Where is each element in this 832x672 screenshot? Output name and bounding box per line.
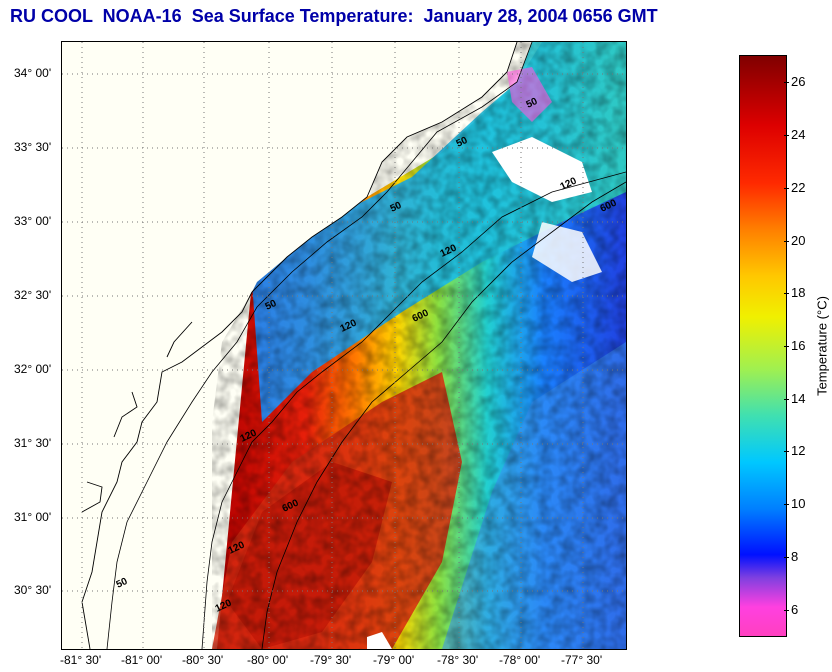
latitude-label: 31° 30' — [14, 436, 52, 450]
colorbar-tick — [784, 504, 789, 506]
isobath-label: 50 — [455, 135, 470, 150]
colorbar-tick — [784, 82, 789, 84]
isobath-label: 50 — [525, 96, 540, 111]
longitude-label: -81° 00' — [121, 653, 163, 667]
colorbar-tick-label: 6 — [791, 601, 799, 617]
longitude-label: -78° 00' — [499, 653, 541, 667]
temperature-colorbar — [739, 55, 787, 637]
longitude-label: -81° 30' — [60, 653, 102, 667]
colorbar-tick-label: 18 — [791, 285, 806, 301]
longitude-label: -77° 30' — [561, 653, 603, 667]
colorbar-tick-label: 24 — [791, 127, 806, 143]
latitude-label: 30° 30' — [14, 583, 52, 597]
colorbar-title: Temperature (°C) — [814, 296, 830, 396]
colorbar-tick-label: 12 — [791, 443, 806, 459]
colorbar-tick-label: 14 — [791, 390, 806, 406]
colorbar-tick-label: 10 — [791, 496, 806, 512]
colorbar-tick — [784, 556, 789, 558]
isobath-contours — [106, 42, 626, 649]
latitude-label: 33° 30' — [14, 140, 52, 154]
longitude-label: -80° 30' — [182, 653, 224, 667]
coastline — [81, 42, 518, 649]
colorbar-tick — [784, 451, 789, 453]
colorbar-tick — [784, 187, 789, 189]
latitude-label: 34° 00' — [14, 66, 52, 80]
colorbar-tick-label: 22 — [791, 179, 806, 195]
isobath-label: 50 — [389, 200, 404, 215]
longitude-label: -79° 30' — [310, 653, 352, 667]
longitude-label: -80° 00' — [247, 653, 289, 667]
colorbar-gradient — [740, 56, 786, 636]
graticule — [62, 42, 626, 649]
map-title: RU COOL NOAA-16 Sea Surface Temperature:… — [10, 6, 658, 26]
colorbar-tick — [784, 346, 789, 347]
colorbar-tick — [784, 293, 789, 295]
latitude-label: 31° 00' — [14, 510, 52, 524]
isobath-label: 50 — [115, 576, 130, 591]
colorbar-tick — [784, 398, 789, 400]
colorbar-tick-label: 20 — [791, 232, 806, 248]
longitude-label: -79° 00' — [373, 653, 415, 667]
colorbar-tick-label: 8 — [791, 548, 799, 564]
sst-map: 50 50 50 50 50 120 120 120 120 120 120 600 600 600 — [61, 41, 627, 650]
latitude-label: 33° 00' — [14, 214, 52, 228]
longitude-label: -78° 30' — [437, 653, 479, 667]
isobath-label: 50 — [264, 298, 279, 313]
latitude-label: 32° 00' — [14, 362, 52, 376]
colorbar-tick — [784, 240, 789, 242]
colorbar-tick-label: 26 — [791, 74, 806, 90]
colorbar-tick-label: 16 — [791, 338, 806, 353]
colorbar-tick — [784, 609, 789, 611]
colorbar-tick — [784, 135, 789, 137]
latitude-label: 32° 30' — [14, 288, 52, 302]
land-mass — [62, 42, 517, 649]
sst-field — [212, 42, 626, 649]
